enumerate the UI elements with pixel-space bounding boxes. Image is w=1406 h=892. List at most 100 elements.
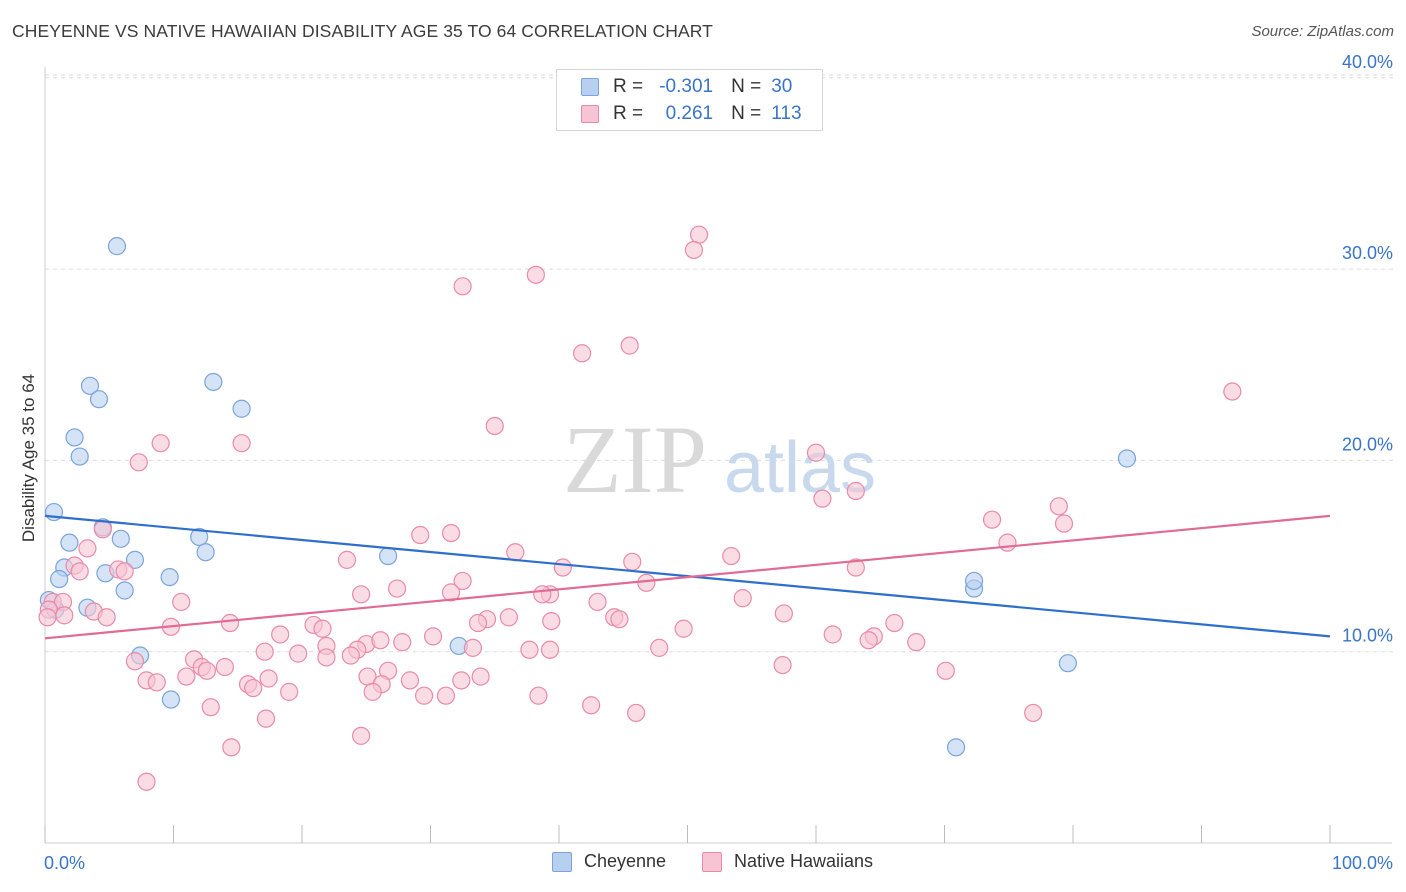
- hawaiian-point: [610, 610, 629, 629]
- series-legend: Cheyenne Native Hawaiians: [0, 851, 1406, 877]
- hawaiian-point: [393, 633, 412, 652]
- hawaiian-point: [542, 611, 561, 631]
- hawaiian-point: [280, 682, 299, 701]
- hawaiian-point: [125, 652, 145, 671]
- r-value: 0.261: [665, 103, 714, 124]
- cheyenne-point: [115, 581, 134, 600]
- hawaiian-point: [352, 726, 371, 745]
- hawaiian-point: [623, 552, 642, 571]
- hawaiian-swatch: [581, 105, 599, 123]
- hawaiian-point: [499, 608, 518, 627]
- x-tick-label: 0.0%: [44, 853, 85, 873]
- hawaiian-point: [78, 539, 97, 558]
- watermark-zip: ZIP: [563, 406, 707, 513]
- hawaiian-point: [222, 738, 241, 757]
- hawaiian-point: [423, 627, 443, 646]
- cheyenne-point: [204, 372, 223, 392]
- hawaiian-point: [172, 592, 191, 612]
- n-value: 30: [771, 76, 793, 97]
- hawaiian-point: [137, 772, 156, 791]
- hawaiian-point: [774, 604, 793, 623]
- legend-row-cheyenne: R = -0.301 N = 30: [581, 74, 792, 100]
- hawaiian-point: [823, 625, 842, 644]
- hawaiian-point: [411, 525, 430, 545]
- hawaiian-point: [414, 686, 434, 705]
- hawaiian-point: [1049, 497, 1068, 516]
- hawaiian-point: [506, 543, 525, 562]
- legend-label-hawaiian: Native Hawaiians: [734, 851, 874, 871]
- hawaiian-point: [1024, 703, 1043, 723]
- hawaiian-point: [846, 558, 865, 577]
- cheyenne-point: [65, 428, 84, 447]
- cheyenne-point: [964, 571, 984, 591]
- tick-labels: 10.0% 20.0% 30.0% 40.0% 0.0% 100.0%: [44, 52, 1393, 873]
- hawaiian-point: [337, 550, 357, 569]
- cheyenne-point: [89, 390, 109, 409]
- hawaiian-point: [215, 657, 234, 677]
- hawaiian-point: [846, 481, 865, 501]
- y-tick-label: 30.0%: [1342, 243, 1393, 263]
- hawaiian-point: [907, 633, 926, 652]
- hawaiian-point: [637, 573, 656, 592]
- hawaiian-trend-line: [44, 514, 1331, 640]
- hawaiian-point: [471, 667, 490, 686]
- cheyenne-point: [946, 738, 966, 757]
- n-label: N =: [731, 103, 762, 124]
- x-tick-label: 100.0%: [1332, 853, 1393, 873]
- hawaiian-point: [773, 655, 792, 675]
- y-tick-label: 40.0%: [1342, 52, 1393, 72]
- hawaiian-point: [722, 546, 741, 566]
- cheyenne-point: [196, 543, 215, 562]
- r-value: -0.301: [659, 76, 714, 97]
- hawaiian-point: [620, 336, 639, 355]
- hawaiian-point: [520, 640, 539, 659]
- cheyenne-point: [80, 376, 100, 395]
- hawaiian-point: [363, 682, 382, 701]
- cheyenne-point: [378, 546, 398, 566]
- hawaiian-point: [256, 709, 276, 728]
- hawaiian-point: [151, 434, 170, 453]
- trend-lines: [44, 514, 1331, 640]
- hawaiian-point: [588, 592, 607, 612]
- hawaiian-point: [177, 667, 196, 686]
- cheyenne-point: [50, 569, 69, 589]
- hawaiian-point: [533, 585, 552, 604]
- hawaiian-point: [38, 608, 57, 627]
- hawaiian-point: [97, 608, 116, 627]
- cheyenne-point: [232, 399, 251, 418]
- hawaiian-point: [289, 644, 308, 663]
- y-tick-label: 10.0%: [1342, 626, 1393, 646]
- hawaiian-point: [650, 638, 669, 657]
- hawaiian-point: [441, 583, 461, 602]
- hawaiian-point: [553, 558, 572, 577]
- hawaiian-point: [982, 510, 1002, 529]
- hawaiian-point: [453, 571, 472, 591]
- hawaiian-point: [582, 696, 601, 715]
- hawaiian-point: [55, 606, 74, 625]
- hawaiian-point: [526, 265, 545, 284]
- hawaiian-point: [689, 225, 709, 244]
- y-axis-label: Disability Age 35 to 64: [19, 374, 38, 542]
- hawaiian-point: [453, 277, 472, 296]
- n-label: N =: [731, 76, 762, 97]
- hawaiian-point: [129, 453, 148, 472]
- hawaiian-point: [936, 661, 955, 680]
- hawaiian-point: [806, 443, 826, 462]
- hawaiian-point: [485, 416, 504, 436]
- cheyenne-point: [125, 550, 145, 569]
- cheyenne-point: [161, 690, 181, 709]
- cheyenne-point: [1117, 449, 1137, 468]
- hawaiian-point: [885, 613, 904, 633]
- hawaiian-point: [436, 686, 456, 705]
- hawaiian-point: [317, 648, 336, 667]
- chart-title: CHEYENNE VS NATIVE HAWAIIAN DISABILITY A…: [12, 21, 713, 41]
- series-hawaiian-points: [38, 225, 1242, 791]
- hawaiian-point: [733, 589, 752, 608]
- cheyenne-swatch: [581, 78, 599, 96]
- legend-label-cheyenne: Cheyenne: [584, 851, 667, 871]
- gridlines: [45, 74, 1395, 653]
- hawaiian-point: [115, 562, 134, 581]
- correlation-legend: R = -0.301 N = 30 R = 0.261 N = 113: [556, 69, 823, 131]
- cheyenne-legend-swatch: [552, 851, 572, 872]
